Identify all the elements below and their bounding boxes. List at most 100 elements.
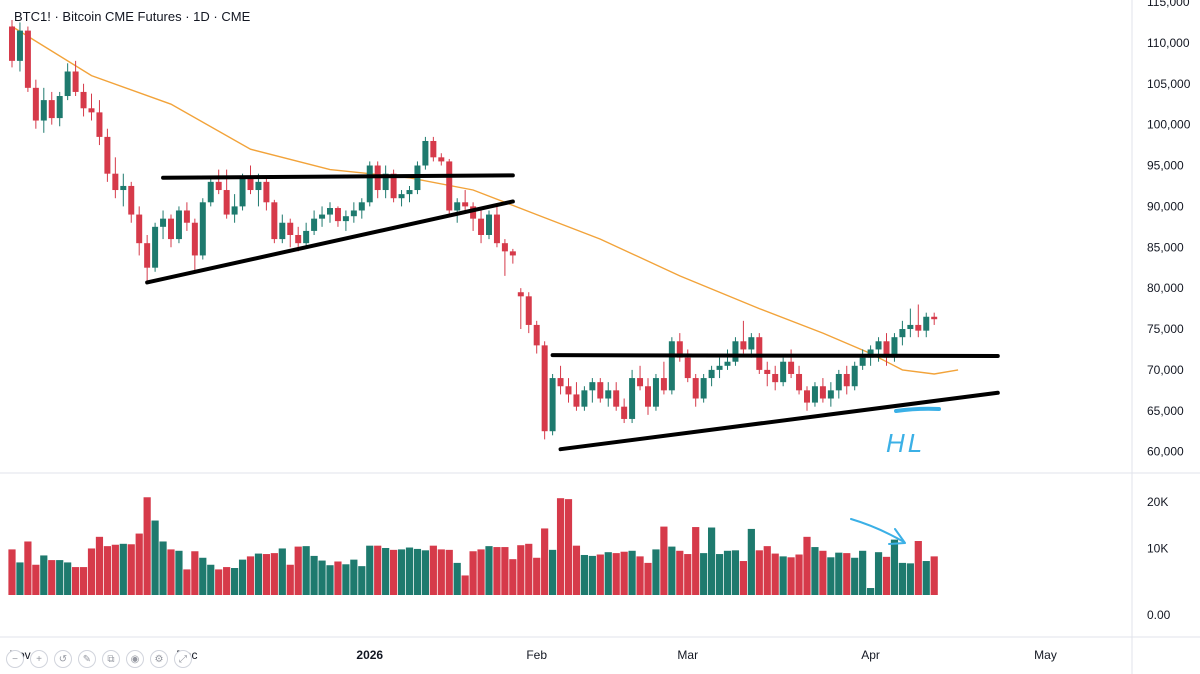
candle-body — [819, 386, 826, 399]
candle-body — [152, 226, 159, 268]
candle — [486, 210, 492, 240]
volume-bar — [135, 533, 143, 595]
volume-bar — [231, 568, 239, 595]
volume-bar — [723, 550, 732, 595]
candle-body — [525, 296, 532, 325]
volume-bar — [493, 547, 501, 595]
candle-body — [493, 214, 500, 244]
candle — [175, 206, 182, 244]
moving-average — [11, 25, 959, 375]
candle — [652, 373, 659, 411]
candle-body — [120, 185, 127, 191]
volume-axis[interactable]: 0.00 10K 20K — [1147, 495, 1171, 622]
candle — [549, 373, 556, 436]
candle — [597, 378, 604, 403]
candle-body — [899, 329, 906, 338]
candle-body — [160, 218, 167, 227]
settings-icon[interactable]: ⚙ — [150, 650, 168, 668]
fullscreen-icon[interactable]: ⤢ — [174, 650, 192, 668]
candles — [9, 19, 938, 440]
exchange: CME — [221, 9, 251, 24]
candle — [843, 365, 850, 395]
candle-body — [191, 222, 198, 256]
volume-bar — [525, 543, 533, 595]
candle — [692, 373, 699, 407]
candle — [493, 206, 500, 248]
candle-body — [398, 194, 405, 199]
candle-body — [358, 202, 365, 211]
candle-body — [382, 173, 389, 191]
candle — [88, 93, 95, 121]
price-tick-label: 70,000 — [1147, 363, 1184, 377]
volume-bar — [509, 559, 517, 595]
candle — [581, 386, 588, 411]
candle-body — [859, 357, 866, 366]
volume-bar — [342, 564, 350, 595]
candle-body — [676, 341, 683, 358]
candle — [819, 378, 826, 403]
candle-body — [923, 316, 930, 331]
candle-body — [748, 337, 755, 350]
price-tick-label: 85,000 — [1147, 240, 1184, 254]
candle — [740, 320, 747, 354]
candle-body — [295, 235, 302, 244]
camera-icon[interactable]: ◉ — [126, 650, 144, 668]
volume-bar — [572, 545, 581, 595]
candle — [517, 288, 524, 330]
volume-bar — [763, 546, 771, 595]
candle — [160, 210, 167, 240]
candle-body — [629, 378, 636, 419]
candle-body — [875, 341, 882, 350]
volume-bar — [533, 557, 541, 595]
zoom-out-icon[interactable]: − — [6, 650, 24, 668]
candle — [398, 190, 405, 207]
candle — [152, 222, 159, 272]
candle-body — [621, 406, 628, 419]
candle — [732, 337, 739, 366]
time-tick-label: May — [1034, 648, 1057, 662]
volume-bar — [8, 549, 16, 595]
candle-body — [168, 218, 174, 240]
candle — [700, 373, 707, 403]
zoom-in-icon[interactable]: + — [30, 650, 48, 668]
draw-icon[interactable]: ✎ — [78, 650, 96, 668]
candle — [931, 312, 938, 325]
candle — [923, 312, 930, 338]
candle-body — [32, 87, 39, 121]
candle — [629, 369, 636, 424]
candle-body — [303, 230, 310, 244]
candle-body — [732, 341, 739, 362]
volume-bar — [461, 575, 469, 595]
candle — [32, 79, 39, 129]
candle-body — [9, 26, 15, 61]
candle-body — [231, 206, 238, 215]
candle — [811, 382, 818, 407]
time-tick-label: Mar — [677, 648, 698, 662]
candle-body — [96, 112, 103, 137]
trendline — [558, 390, 1000, 452]
volume-bar — [596, 554, 604, 595]
candle-body — [390, 173, 397, 199]
volume-bar — [72, 567, 80, 595]
candle — [756, 333, 763, 374]
candle-body — [533, 324, 540, 346]
volume-bar — [64, 562, 72, 595]
candle-body — [589, 382, 596, 391]
candle-body — [40, 100, 47, 121]
candle — [478, 210, 485, 244]
volume-bar — [453, 562, 461, 595]
volume-bar — [350, 559, 358, 595]
candle-body — [104, 136, 111, 174]
candle — [835, 369, 842, 399]
copy-icon[interactable]: ⧉ — [102, 650, 120, 668]
reset-icon[interactable]: ↺ — [54, 650, 72, 668]
volume-bars — [8, 497, 938, 595]
symbol: BTC1! — [14, 9, 51, 24]
volume-bar — [199, 557, 207, 595]
candle-body — [406, 190, 413, 195]
price-tick-label: 80,000 — [1147, 281, 1184, 295]
price-axis[interactable]: 60,000 65,000 70,000 75,000 80,000 85,000 90,0… — [1147, 0, 1191, 459]
volume-bar — [700, 553, 708, 595]
candle-body — [652, 378, 659, 407]
